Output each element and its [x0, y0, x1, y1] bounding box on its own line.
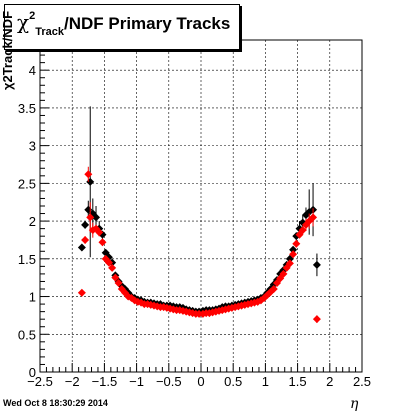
title-chi: χ	[17, 10, 30, 34]
title-subscript: Track	[35, 26, 64, 39]
x-tick-label: 2	[326, 374, 333, 389]
x-axis-label: η	[350, 396, 359, 412]
x-tick-label: 2.5	[353, 374, 371, 389]
data-point-red	[298, 226, 307, 235]
x-tick-label: −2.5	[27, 374, 53, 389]
x-tick-label: 0.5	[224, 374, 242, 389]
data-point-black	[81, 220, 90, 229]
data-point-red	[292, 239, 301, 248]
chart-title: χ2 Track/NDF Primary Tracks	[17, 10, 231, 39]
data-point-red	[84, 170, 93, 179]
datestamp: Wed Oct 8 18:30:29 2014	[3, 398, 108, 408]
data-point-black	[77, 243, 86, 252]
data-point-red	[111, 273, 120, 282]
data-point-red	[279, 269, 288, 278]
data-point-red	[309, 213, 318, 222]
x-tick-label: −0.5	[156, 374, 182, 389]
x-tick-label: −1.5	[92, 374, 118, 389]
x-tick-label: 0	[197, 374, 204, 389]
y-tick-label: 3.5	[18, 101, 36, 116]
chart-title-box: χ2 Track/NDF Primary Tracks	[4, 4, 240, 50]
data-point-red	[81, 235, 90, 244]
y-tick-label: 2.5	[18, 176, 36, 191]
data-point-red	[289, 250, 298, 259]
data-point-red	[95, 228, 104, 237]
data-point-red	[86, 213, 95, 222]
title-rest: /NDF Primary Tracks	[64, 14, 231, 33]
data-point-red	[104, 258, 113, 267]
x-tick-label: 1	[262, 374, 269, 389]
y-tick-label: 0.5	[18, 327, 36, 342]
y-tick-label: 0	[29, 365, 36, 380]
y-tick-label: 1.5	[18, 252, 36, 267]
data-point-red	[98, 238, 107, 247]
data-point-black	[101, 248, 110, 257]
data-point-red	[312, 315, 321, 324]
title-superscript: 2	[29, 10, 36, 23]
y-tick-label: 1	[29, 290, 36, 305]
data-point-red	[114, 278, 123, 287]
data-point-red	[108, 263, 117, 272]
y-tick-label: 3	[29, 139, 36, 154]
x-tick-label: 1.5	[289, 374, 307, 389]
data-point-black	[289, 245, 298, 254]
x-tick-label: −2	[65, 374, 80, 389]
data-point-red	[269, 285, 278, 293]
data-point-black	[312, 260, 321, 269]
y-tick-label: 2	[29, 214, 36, 229]
y-tick-label: 4	[29, 63, 36, 78]
data-point-red	[77, 288, 86, 297]
data-point-black	[92, 213, 101, 222]
x-tick-label: −1	[129, 374, 144, 389]
data-point-red	[285, 259, 294, 268]
y-axis-label: χ2Track/NDF	[0, 10, 15, 90]
